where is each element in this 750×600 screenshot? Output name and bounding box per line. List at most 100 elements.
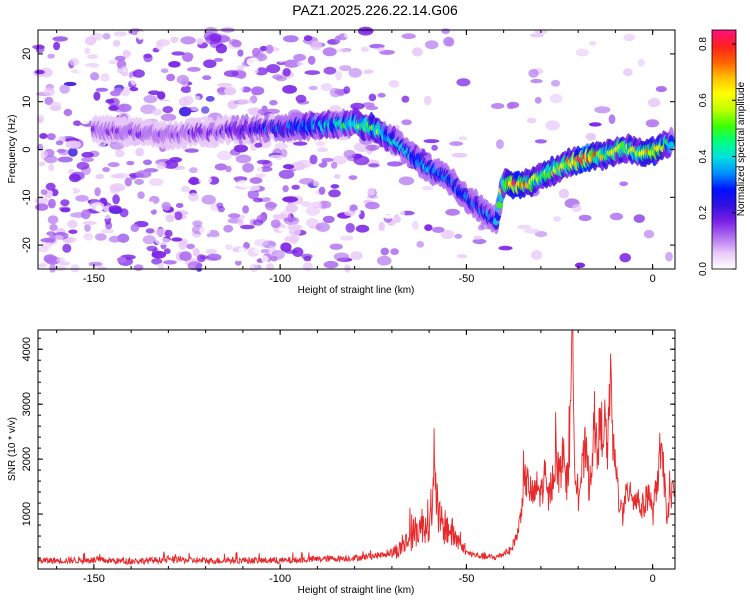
spectrogram-cell xyxy=(160,113,177,122)
spectrogram-cell xyxy=(57,156,73,163)
spectrogram-cell xyxy=(443,36,455,47)
spectrogram-cell xyxy=(353,155,370,166)
spectrogram-cell xyxy=(398,209,405,219)
spectrogram-cell xyxy=(115,68,127,73)
spectrogram-cell xyxy=(77,67,89,74)
spectrogram-cell xyxy=(283,59,300,68)
spectrogram-cell xyxy=(608,114,616,124)
spectrogram-cell xyxy=(423,139,440,144)
spectrogram-cell xyxy=(409,59,421,68)
spectrogram-cell xyxy=(176,74,190,85)
spectrogram-cell xyxy=(69,58,80,66)
spectrogram-cell xyxy=(100,73,110,82)
spectrogram-cell xyxy=(331,155,347,165)
spectrogram-cell xyxy=(34,69,45,75)
spectrogram-cell xyxy=(354,209,361,216)
spectrogram-cell xyxy=(130,174,137,180)
spectrogram-cell xyxy=(333,252,350,261)
spectrogram-cell xyxy=(47,53,55,59)
spectrogram-cell xyxy=(228,213,241,219)
spectrogram-cell xyxy=(95,87,109,92)
spectrogram-cell xyxy=(260,249,270,254)
spectrogram-cell xyxy=(594,106,611,114)
spectrogram-cell xyxy=(178,240,187,250)
spectrogram-cell xyxy=(84,47,91,55)
spectrogram-cell xyxy=(344,32,354,39)
spectrogram-cell xyxy=(148,178,164,186)
spectrogram-cell xyxy=(425,40,439,50)
spectrogram-cell xyxy=(98,213,114,220)
spectrogram-cell xyxy=(171,237,183,242)
spectrogram-cell xyxy=(223,224,234,233)
spectrogram-cell xyxy=(110,174,124,179)
spectrogram-cell xyxy=(552,216,562,222)
spectrogram-cell xyxy=(84,36,97,46)
spectrogram-cell xyxy=(61,187,74,195)
spectrogram-cell xyxy=(81,151,94,158)
spectrogram-cell xyxy=(102,167,110,173)
colorbar-tick-label: 0.8 xyxy=(698,37,709,51)
spectrogram-cell xyxy=(90,202,105,211)
spectrogram-cell xyxy=(88,261,103,267)
spectrogram-cell xyxy=(365,144,380,151)
spectrogram-cell xyxy=(53,234,64,241)
snr-series-line xyxy=(38,330,675,566)
spectrogram-cell xyxy=(278,58,285,63)
spectrogram-cell xyxy=(59,84,70,94)
spectrogram-cell xyxy=(47,215,59,225)
spectrogram-cell xyxy=(73,120,82,126)
spectrogram-cell xyxy=(549,93,563,104)
spectrogram-cell xyxy=(112,40,121,47)
spectrogram-cell xyxy=(52,36,68,42)
spectrogram-cell xyxy=(126,160,135,166)
spectrogram-cell xyxy=(304,70,321,75)
spectrogram-cell xyxy=(60,207,71,213)
spectrogram-cell xyxy=(94,187,101,197)
colorbar-gradient xyxy=(712,30,736,269)
spectrogram-cell xyxy=(458,136,468,141)
colorbar: 0.0 0.2 0.4 0.6 0.8 Normalized spectral ampl… xyxy=(698,29,747,276)
spectrogram-cell xyxy=(623,33,635,42)
spectrogram-cell xyxy=(308,85,318,91)
colorbar-frame xyxy=(711,29,737,270)
spectrogram-cell xyxy=(609,212,624,221)
spectrogram-cell xyxy=(495,139,504,150)
spectrogram-cell xyxy=(343,149,356,159)
spectrogram-cell xyxy=(256,189,268,199)
spectrogram-cell xyxy=(282,164,295,170)
spectrogram-cell xyxy=(578,214,592,222)
spectrogram-cell xyxy=(192,248,200,257)
spectrogram-cell xyxy=(271,250,285,260)
spectrogram-cell xyxy=(39,133,48,139)
spectrogram-cell xyxy=(88,46,97,56)
spectrogram-cell xyxy=(617,59,632,68)
spectrogram-cell xyxy=(424,224,433,232)
spectrogram-cell xyxy=(132,69,145,78)
spectrogram-cell xyxy=(359,65,371,70)
spectrogram-cell xyxy=(330,162,338,169)
y-tick-label: 3000 xyxy=(21,392,33,416)
spectrogram-cell xyxy=(174,211,183,221)
spectrogram-cell xyxy=(361,102,375,108)
snr-y-axis: 1000 2000 3000 4000 xyxy=(21,337,675,559)
spectrogram-cell xyxy=(80,209,91,220)
y-tick-label: 20 xyxy=(21,48,33,60)
spectrogram-cell xyxy=(412,47,423,57)
y-tick-label: 0 xyxy=(21,146,33,152)
spectrogram-cell xyxy=(280,209,292,220)
spectrogram-cell xyxy=(129,87,139,92)
spectrogram-cell xyxy=(68,147,78,157)
spectrogram-cell xyxy=(255,173,266,178)
spectrogram-cell xyxy=(105,221,113,230)
spectrogram-cell xyxy=(170,36,179,43)
spectrogram-cell xyxy=(376,47,386,52)
spectrogram-cell xyxy=(217,82,233,88)
spectrogram-cell xyxy=(267,91,275,97)
spectrogram-cell xyxy=(188,167,198,174)
snr-y-label: SNR (10 * v/v) xyxy=(7,417,18,481)
spectrogram-cell xyxy=(236,180,250,188)
spectrogram-cell xyxy=(135,170,152,179)
spectrogram-cell xyxy=(296,159,312,169)
spectrogram-cell xyxy=(60,199,70,207)
